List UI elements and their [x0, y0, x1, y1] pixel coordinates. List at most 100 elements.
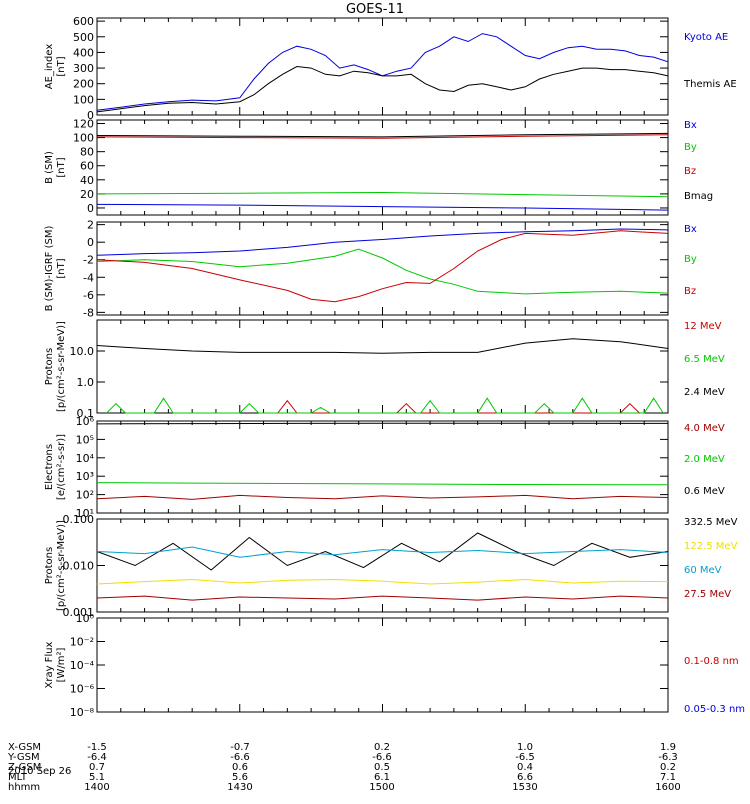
y-tick-label: 300: [73, 62, 94, 75]
y-tick-label: 0: [87, 202, 94, 215]
ephemeris-value: 0.6: [232, 762, 248, 773]
ephemeris-value: -1.5: [87, 742, 107, 753]
y-axis-label: Protons: [44, 348, 55, 385]
ephemeris-value: 6.6: [517, 772, 533, 783]
legend-entry: Themis AE: [683, 79, 737, 90]
ephemeris-value: 5.6: [232, 772, 248, 783]
y-axis-label: [p/(cm²-s-sr-MeV)]: [56, 520, 67, 611]
panel-frame: [96, 221, 669, 316]
series-line: [96, 482, 669, 486]
legend-entry: By: [684, 254, 697, 265]
y-tick-label: 1.0: [77, 376, 95, 389]
series-line: [96, 191, 669, 198]
ephemeris-value: 7.1: [660, 772, 676, 783]
date-label: 2010 Sep 26: [8, 766, 72, 777]
y-tick-label: 80: [80, 146, 94, 159]
y-tick-label: -4: [83, 271, 94, 284]
y-tick-label: 0.1: [77, 407, 95, 420]
y-tick-label: 10⁴: [76, 452, 95, 465]
ephemeris-value: 5.1: [89, 772, 105, 783]
series-line: [96, 338, 669, 354]
y-tick-label: 10⁰: [76, 612, 95, 625]
ephemeris-value: 0.2: [374, 742, 390, 753]
series-line: [96, 595, 669, 601]
series-line: [96, 248, 669, 295]
ephemeris-label: MLT: [8, 772, 28, 783]
ephemeris-value: -6.5: [515, 752, 535, 763]
page-title: GOES-11: [345, 2, 404, 17]
y-tick-label: 0: [87, 236, 94, 249]
legend-entry: Bmag: [684, 191, 713, 202]
ephemeris-value: -6.6: [372, 752, 392, 763]
y-tick-label: 40: [80, 174, 94, 187]
y-tick-label: 10⁻⁸: [70, 706, 95, 719]
legend-entry: 12 MeV: [684, 321, 722, 332]
y-tick-label: 500: [73, 31, 94, 44]
y-axis-label: [nT]: [56, 258, 67, 278]
y-tick-label: 2: [87, 219, 94, 232]
legend-entry: 2.4 MeV: [684, 387, 725, 398]
y-axis-label: Electrons: [44, 444, 55, 490]
y-tick-label: -2: [83, 254, 94, 267]
y-tick-label: 200: [73, 78, 94, 91]
ephemeris-value: 1530: [512, 782, 537, 793]
y-axis-label: [W/m²]: [56, 647, 67, 682]
y-tick-label: 10²: [76, 489, 94, 502]
legend-entry: Bx: [684, 224, 697, 235]
legend-entry: 332.5 MeV: [684, 517, 738, 528]
legend-entry: 0.6 MeV: [684, 486, 725, 497]
ephemeris-value: 1430: [227, 782, 252, 793]
y-tick-label: 0: [87, 109, 94, 122]
legend-entry: Bz: [684, 286, 696, 297]
y-tick-label: 10⁻⁶: [70, 683, 95, 696]
legend-entry: Bz: [684, 166, 696, 177]
y-tick-label: 10⁶: [76, 415, 95, 428]
series-line: [96, 230, 669, 303]
legend-entry: 4.0 MeV: [684, 423, 725, 434]
series-line: [96, 228, 669, 256]
ephemeris-value: -6.6: [230, 752, 250, 763]
y-tick-label: 100: [73, 93, 94, 106]
ephemeris-value: 1400: [84, 782, 109, 793]
legend-entry: By: [684, 142, 697, 153]
series-line: [96, 532, 669, 571]
ephemeris-value: 0.4: [517, 762, 533, 773]
ephemeris-value: 0.2: [660, 762, 676, 773]
y-tick-label: 20: [80, 188, 94, 201]
y-tick-label: 10⁻⁴: [70, 659, 95, 672]
ephemeris-value: -6.4: [87, 752, 107, 763]
ephemeris-label: Z-GSM: [8, 762, 41, 773]
y-tick-label: -6: [83, 289, 94, 302]
y-tick-label: 400: [73, 46, 94, 59]
y-tick-label: 10³: [76, 470, 94, 483]
ephemeris-value: 1600: [655, 782, 680, 793]
y-tick-label: 0.100: [63, 513, 95, 526]
y-axis-label: [e/(cm²-s-sr)]: [56, 434, 67, 500]
ephemeris-value: 0.5: [374, 762, 390, 773]
panel-frame: [96, 617, 669, 713]
legend-entry: 27.5 MeV: [684, 589, 731, 600]
legend-entry: 0.1-0.8 nm: [684, 656, 739, 667]
series-line: [96, 65, 669, 113]
legend-entry: 0.05-0.3 nm: [684, 704, 745, 715]
series-line: [96, 578, 669, 585]
legend-entry: 60 MeV: [684, 565, 722, 576]
ephemeris-value: 0.7: [89, 762, 105, 773]
y-axis-label: B (SM): [44, 151, 55, 184]
y-tick-label: 0.001: [63, 606, 95, 619]
legend-entry: 6.5 MeV: [684, 354, 725, 365]
series-line: [96, 132, 669, 138]
legend-entry: Kyoto AE: [684, 32, 728, 43]
series-line: [96, 203, 669, 211]
y-tick-label: 100: [73, 132, 94, 145]
series-line: [277, 399, 640, 414]
series-line: [106, 397, 664, 414]
legend-entry: 122.5 MeV: [684, 541, 738, 552]
ephemeris-value: -6.3: [658, 752, 678, 763]
ephemeris-label: Y-GSM: [7, 752, 40, 763]
ephemeris-value: 1.0: [517, 742, 533, 753]
y-tick-label: 10⁵: [76, 433, 94, 446]
legend-entry: Bx: [684, 120, 697, 131]
y-axis-label: B (SM)-IGRF (SM): [44, 226, 55, 312]
